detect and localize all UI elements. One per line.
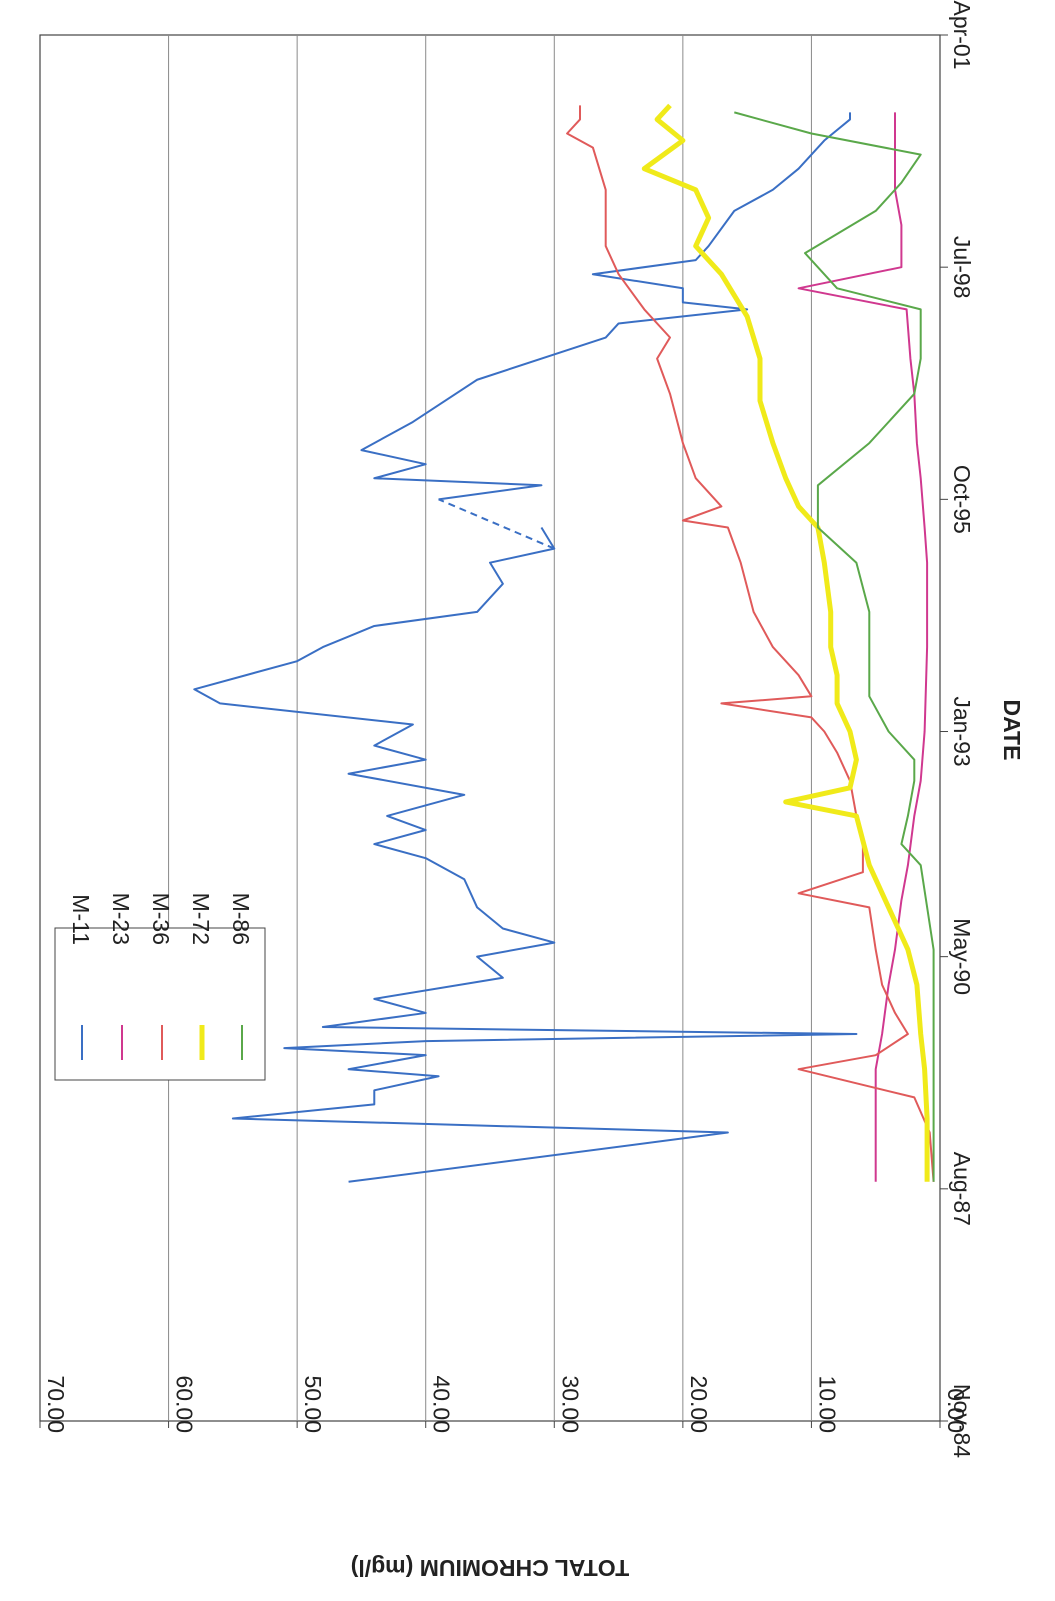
legend-label: M-72 xyxy=(188,893,214,945)
legend: M-11 M-23 M-36 M-72 M-86 xyxy=(54,893,266,1081)
y-tick-label: 70.00 xyxy=(43,1375,69,1433)
x-tick-label: Jul-98 xyxy=(949,236,975,299)
series-gap-M-11 xyxy=(438,498,555,550)
series-line-M-23 xyxy=(797,112,929,1182)
x-tick-label: Nov-84 xyxy=(949,1384,975,1458)
legend-label: M-11 xyxy=(68,894,94,945)
x-axis-title: DATE xyxy=(999,700,1025,761)
axes: 0.00 10.00 20.00 30.00 40.00 50.00 60.00 70.00 N… xyxy=(39,0,1025,1581)
y-tick-label: 60.00 xyxy=(172,1375,198,1433)
series-line-M-11 xyxy=(360,112,851,501)
y-tick-label: 10.00 xyxy=(814,1375,840,1433)
y-tick-label: 50.00 xyxy=(300,1375,326,1433)
y-tick-label: 30.00 xyxy=(557,1375,583,1433)
grid-lines xyxy=(168,35,812,1421)
x-tick-label: Apr-01 xyxy=(949,0,975,69)
x-tick-label: Aug-87 xyxy=(949,1152,975,1226)
legend-label: M-36 xyxy=(148,893,174,945)
y-tick-label: 0.00 xyxy=(943,1388,969,1433)
series-line-M-72 xyxy=(641,103,930,1182)
legend-label: M-23 xyxy=(108,893,134,945)
series-lines xyxy=(193,103,935,1183)
x-tick-label: Jan-93 xyxy=(949,696,975,766)
series-line-M-11 xyxy=(193,526,858,1183)
legend-label: M-86 xyxy=(228,893,254,945)
series-line-M-36 xyxy=(566,105,935,1182)
y-tick-label: 40.00 xyxy=(429,1375,455,1433)
series-line-M-86 xyxy=(734,111,935,1182)
y-tick-label: 20.00 xyxy=(686,1375,712,1433)
legend-box xyxy=(54,927,266,1081)
plot-area xyxy=(39,34,941,1422)
x-tick-label: Oct-95 xyxy=(949,465,975,534)
y-axis-title: TOTAL CHROMIUM (mg/l) xyxy=(351,1555,630,1581)
x-tick-label: May-90 xyxy=(949,918,975,995)
